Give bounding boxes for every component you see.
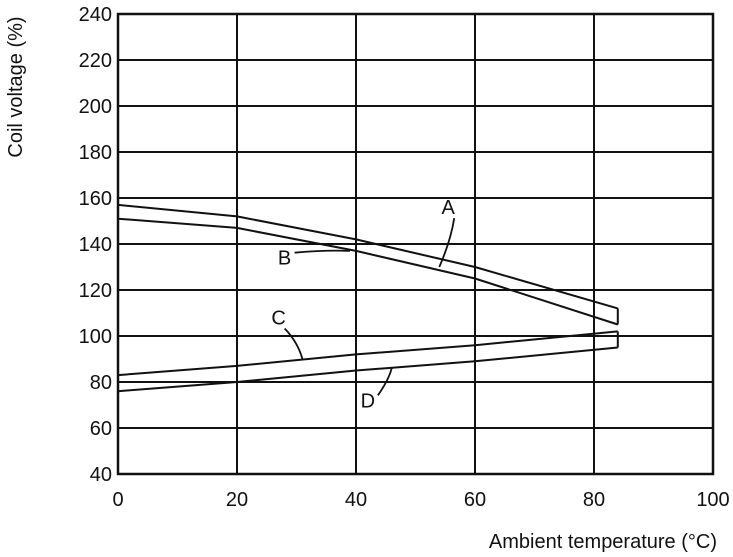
x-tick-label-100: 100 <box>696 489 729 511</box>
y-tick-label-180: 180 <box>79 142 112 164</box>
series-leader-d <box>377 367 393 396</box>
x-axis-title: Ambient temperature (°C) <box>489 531 717 553</box>
series-line-b <box>117 217 619 326</box>
series-label-b: B <box>278 248 291 270</box>
y-tick-label-140: 140 <box>79 234 112 256</box>
series-leader-a <box>438 217 456 268</box>
series-label-a: A <box>442 197 456 219</box>
series-line-d <box>117 346 618 393</box>
y-tick-label-40: 40 <box>90 464 112 486</box>
y-tick-label-60: 60 <box>90 418 112 440</box>
x-tick-label-0: 0 <box>112 489 123 511</box>
x-tick-label-80: 80 <box>583 489 605 511</box>
y-tick-label-80: 80 <box>90 372 112 394</box>
series-line-c <box>117 330 618 377</box>
x-tick-label-60: 60 <box>464 489 486 511</box>
series-leader-b <box>294 249 351 254</box>
x-tick-label-40: 40 <box>345 489 367 511</box>
series-label-c: C <box>271 308 285 330</box>
plot-frame <box>116 12 715 476</box>
x-tick-label-20: 20 <box>226 489 248 511</box>
grid <box>118 14 713 474</box>
series-group: A B C D <box>117 197 619 412</box>
series-line-a <box>117 203 619 310</box>
tick-labels: 0 20 40 60 80 100 40 60 80 100 120 140 160 180 200 220 2… <box>79 4 730 511</box>
series-label-d: D <box>361 390 375 412</box>
y-tick-label-240: 240 <box>79 4 112 26</box>
series-leader-c <box>284 327 304 360</box>
y-tick-label-120: 120 <box>79 280 112 302</box>
y-tick-label-160: 160 <box>79 188 112 210</box>
y-axis-title: Coil voltage (%) <box>5 16 27 157</box>
y-tick-label-200: 200 <box>79 96 112 118</box>
y-tick-label-220: 220 <box>79 50 112 72</box>
y-tick-label-100: 100 <box>79 326 112 348</box>
